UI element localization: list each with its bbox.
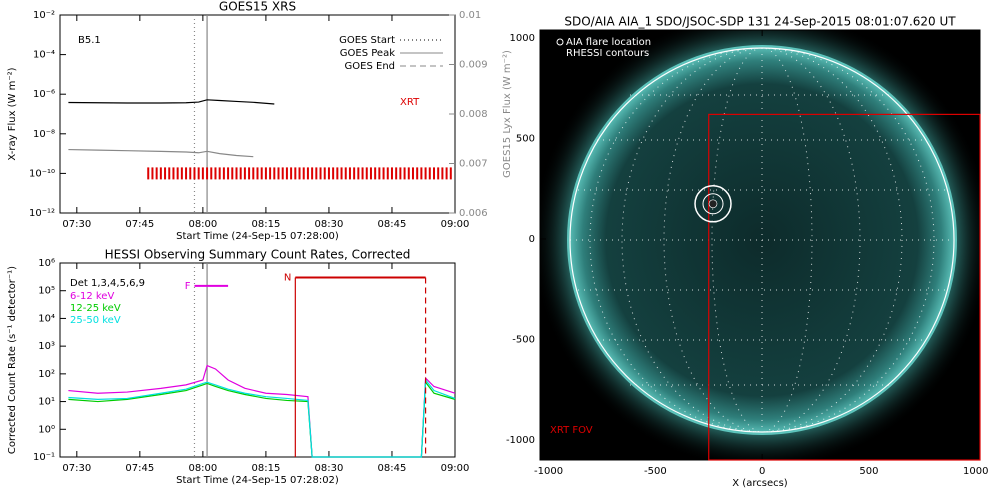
legend-label: GOES End	[345, 61, 395, 72]
legend-label: AIA flare location	[566, 37, 651, 48]
flag-label: N	[284, 272, 291, 283]
y-tick-label: 500	[516, 134, 535, 145]
legend-label: RHESSI contours	[566, 48, 649, 59]
y-tick-label: 1000	[510, 33, 535, 44]
chart-title: SDO/AIA AIA_1 SDO/JSOC-SDP 131 24-Sep-20…	[564, 15, 956, 29]
legend-label: 12-25 keV	[70, 303, 121, 314]
x-tick-label: 07:30	[62, 463, 91, 474]
y-tick-label: -500	[512, 334, 535, 345]
x-tick-label: -1000	[534, 466, 563, 477]
x-tick-label: 08:00	[188, 463, 217, 474]
y-tick-label: 10³	[38, 341, 55, 352]
x-tick-label: 09:00	[441, 219, 470, 230]
y-tick-label: 10¹	[38, 397, 55, 408]
x-tick-label: 07:45	[125, 463, 154, 474]
y-tick-label: 10⁶	[38, 258, 55, 269]
y-tick-label: 10⁻¹⁰	[29, 168, 55, 179]
series-line	[68, 99, 275, 105]
x-tick-label: 08:45	[378, 219, 407, 230]
legend-label: GOES Start	[339, 35, 395, 46]
series-line	[68, 364, 456, 458]
y-tick-label: 10²	[38, 369, 55, 380]
y-tick-label: 0	[529, 234, 535, 245]
chart-title: GOES15 XRS	[219, 0, 296, 14]
legend-label: 25-50 keV	[70, 315, 121, 326]
legend-label: GOES Peak	[340, 48, 395, 59]
flare-core	[708, 199, 718, 209]
y2-tick-label: 0.006	[459, 208, 488, 219]
x-axis-label: X (arcsecs)	[732, 478, 788, 489]
y2-tick-label: 0.007	[459, 159, 488, 170]
y-axis-label: Corrected Count Rate (s⁻¹ detector⁻¹)	[7, 266, 18, 454]
x-tick-label: 09:00	[441, 463, 470, 474]
y2-tick-label: 0.01	[459, 10, 481, 21]
x-tick-label: 500	[859, 466, 878, 477]
rhessi-contour	[702, 193, 724, 215]
flare-location	[694, 185, 732, 223]
series-line	[68, 380, 456, 458]
y-tick-label: 10⁻²	[33, 10, 55, 21]
y2-axis-label: GOES15 Lyx Flux (W m⁻²)	[502, 50, 513, 178]
x-tick-label: 08:30	[315, 463, 344, 474]
sun-image	[540, 30, 980, 460]
x-tick-label: 07:30	[62, 219, 91, 230]
x-tick-label: 1000	[963, 466, 988, 477]
y-tick-label: 10⁻¹	[33, 452, 55, 463]
plot-frame	[59, 262, 456, 458]
chart-title: HESSI Observing Summary Count Rates, Cor…	[105, 248, 411, 262]
y-tick-label: 10⁻⁴	[33, 50, 55, 61]
x-axis-label: Start Time (24-Sep-15 07:28:02)	[176, 475, 339, 486]
y-tick-label: 10⁻⁶	[33, 89, 55, 100]
flag-label: F	[185, 281, 191, 292]
x-tick-label: 08:30	[315, 219, 344, 230]
x-tick-label: 08:00	[188, 219, 217, 230]
xrt-label: XRT	[400, 97, 420, 108]
y-tick-label: 10⁻⁸	[33, 129, 55, 140]
y-tick-label: 10⁻¹²	[29, 208, 55, 219]
y-tick-label: 10⁰	[38, 424, 55, 435]
x-tick-label: 08:15	[251, 219, 280, 230]
y2-tick-label: 0.009	[459, 60, 488, 71]
flare-class: B5.1	[78, 35, 101, 46]
xrt-fov	[708, 113, 981, 461]
plot-frame	[59, 14, 456, 214]
y2-tick-label: 0.008	[459, 109, 488, 120]
x-tick-label: 07:45	[125, 219, 154, 230]
fov-label: XRT FOV	[550, 425, 593, 436]
x-axis-label: Start Time (24-Sep-15 07:28:00)	[176, 231, 339, 242]
y-tick-label: -1000	[506, 435, 535, 446]
x-tick-label: -500	[644, 466, 667, 477]
series-line	[68, 148, 254, 158]
y-tick-label: 10⁵	[38, 286, 55, 297]
y-tick-label: 10⁴	[38, 313, 55, 324]
x-tick-label: 08:45	[378, 463, 407, 474]
legend-symbol	[556, 38, 564, 46]
x-tick-label: 0	[759, 466, 765, 477]
series-line	[68, 378, 456, 458]
legend-label: 6-12 keV	[70, 291, 114, 302]
y-axis-label: X-ray Flux (W m⁻²)	[7, 67, 18, 160]
x-tick-label: 08:15	[251, 463, 280, 474]
legend-header: Det 1,3,4,5,6,9	[70, 278, 145, 289]
